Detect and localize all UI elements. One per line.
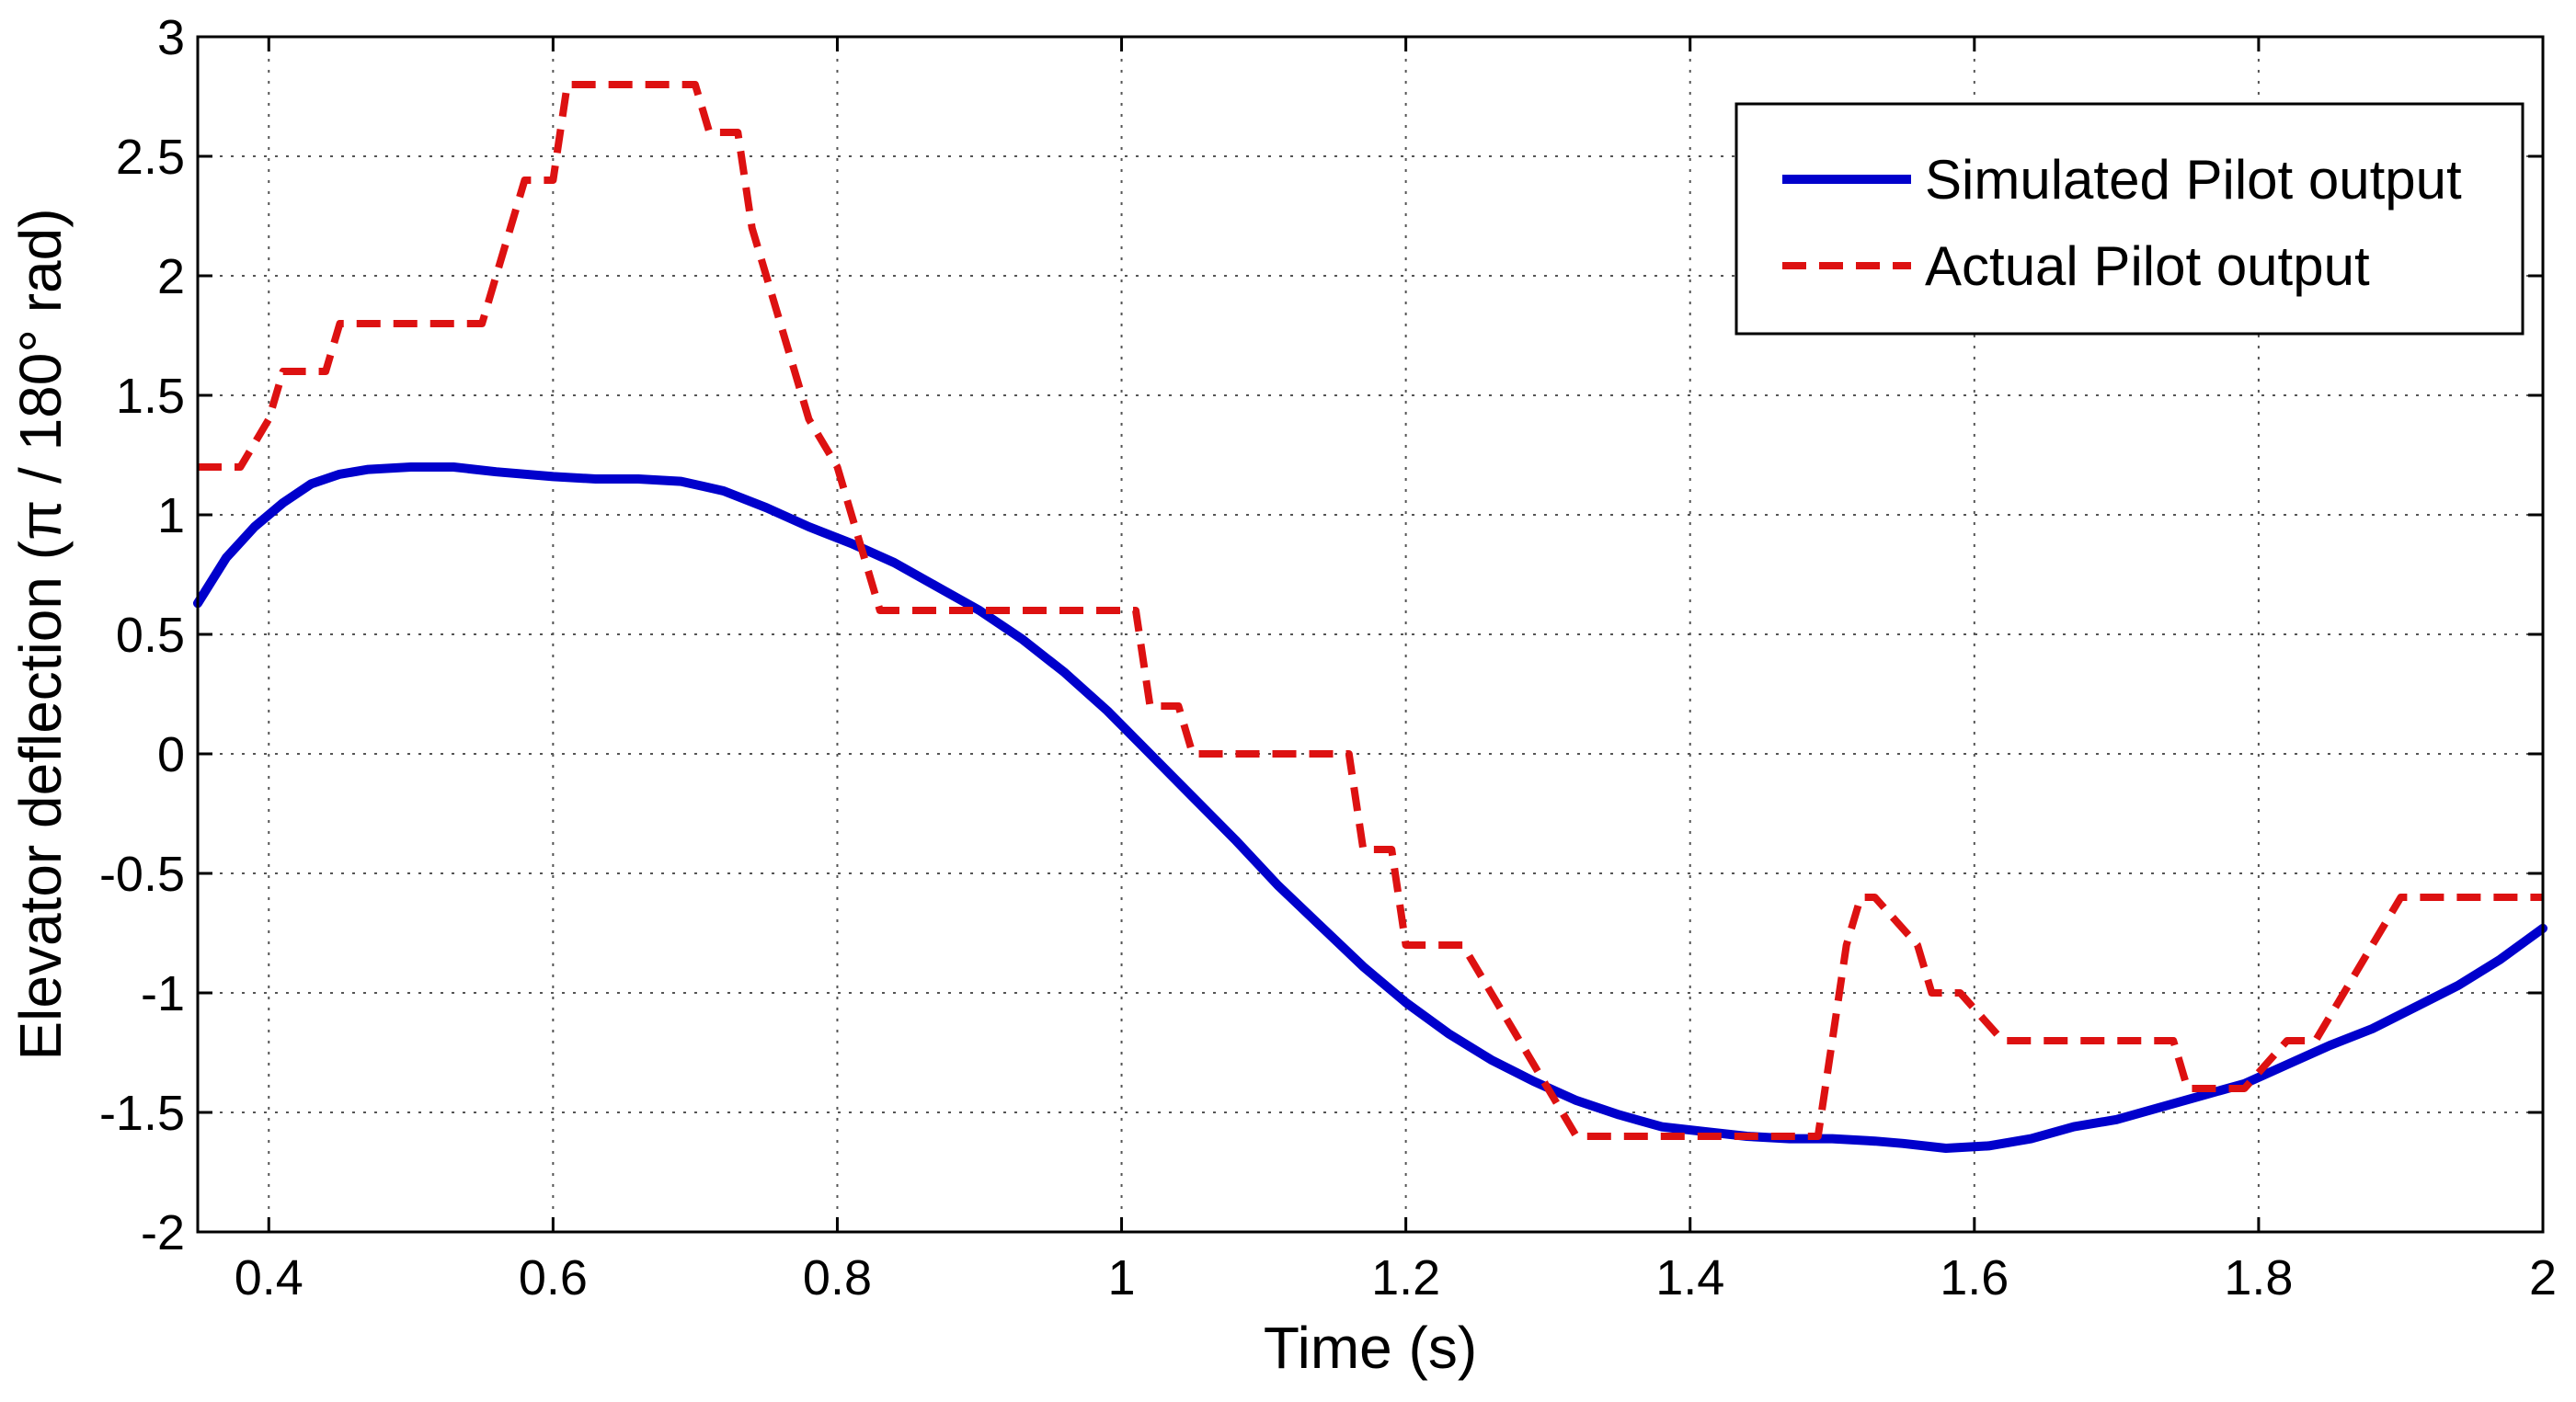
y-tick-label-4: 0	[157, 727, 185, 782]
y-tick-label-7: 1.5	[116, 369, 185, 424]
series-line-simulated	[193, 462, 2547, 1153]
x-tick-label-5: 1.4	[1655, 1250, 1724, 1305]
x-tick-label-2: 0.8	[803, 1250, 872, 1305]
y-tick-label-6: 1	[157, 488, 185, 543]
y-tick-label-3: -0.5	[99, 847, 185, 902]
y-tick-label-2: -1	[141, 966, 185, 1021]
legend-label-simulated: Simulated Pilot output	[1925, 149, 2462, 211]
y-tick-label-0: -2	[141, 1205, 185, 1260]
x-tick-label-1: 0.6	[519, 1250, 588, 1305]
y-tick-label-1: -1.5	[99, 1086, 185, 1141]
y-axis-label: Elevator deflection (π / 180° rad)	[7, 208, 74, 1060]
legend-box	[1735, 102, 2524, 336]
x-tick-label-8: 2	[2529, 1250, 2557, 1305]
y-tick-label-9: 2.5	[116, 130, 185, 185]
x-tick-label-7: 1.8	[2224, 1250, 2293, 1305]
x-tick-label-3: 1	[1108, 1250, 1136, 1305]
series-line-actual	[198, 81, 2543, 1140]
series-lines	[193, 81, 2547, 1153]
y-tick-label-5: 0.5	[116, 608, 185, 663]
legend: Simulated Pilot output Actual Pilot outp…	[1735, 102, 2524, 336]
y-tick-label-8: 2	[157, 249, 185, 304]
axis-ticks: 0.4 0.6 0.8 1 1.2 1.4 1.6 1.8 2 -2 -1.5 -1 -0.5 0 0.5 1…	[99, 10, 2557, 1305]
x-tick-label-0: 0.4	[235, 1250, 303, 1305]
y-tick-label-10: 3	[157, 10, 185, 65]
x-tick-label-6: 1.6	[1940, 1250, 2009, 1305]
x-tick-label-4: 1.2	[1371, 1250, 1440, 1305]
x-axis-label: Time (s)	[1264, 1315, 1477, 1381]
legend-label-actual: Actual Pilot output	[1925, 235, 2370, 297]
